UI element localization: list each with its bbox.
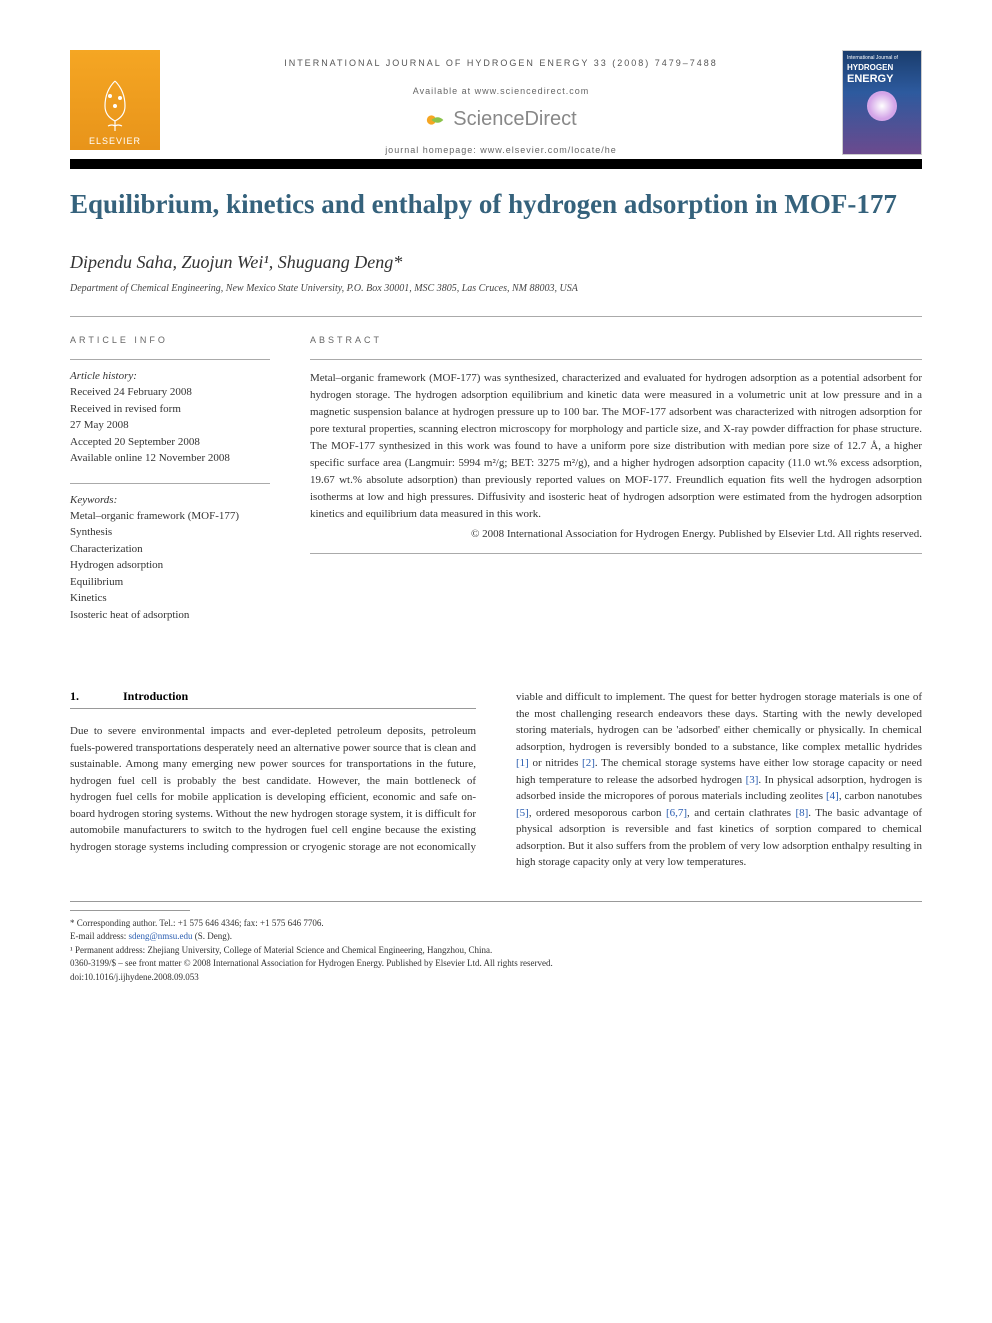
keyword: Hydrogen adsorption	[70, 557, 270, 574]
revised-line2: 27 May 2008	[70, 417, 270, 434]
keyword: Kinetics	[70, 590, 270, 607]
body-text-columns: 1. Introduction Due to severe environmen…	[70, 689, 922, 871]
received-date: Received 24 February 2008	[70, 384, 270, 401]
article-info-label: ARTICLE INFO	[70, 335, 270, 345]
divider	[70, 359, 270, 360]
email-line: E-mail address: sdeng@nmsu.edu (S. Deng)…	[70, 930, 922, 944]
permanent-address: ¹ Permanent address: Zhejiang University…	[70, 944, 922, 958]
authors: Dipendu Saha, Zuojun Wei¹, Shuguang Deng…	[70, 252, 922, 273]
issn-line: 0360-3199/$ – see front matter © 2008 In…	[70, 957, 922, 971]
keyword: Characterization	[70, 541, 270, 558]
history-label: Article history:	[70, 370, 270, 382]
keyword: Isosteric heat of adsorption	[70, 607, 270, 624]
keyword: Equilibrium	[70, 574, 270, 591]
cover-line2: HYDROGEN	[847, 63, 893, 72]
section-title: Introduction	[123, 689, 188, 703]
email-link[interactable]: sdeng@nmsu.edu	[128, 931, 192, 941]
header-bar: ELSEVIER INTERNATIONAL JOURNAL OF HYDROG…	[70, 50, 922, 155]
divider	[310, 553, 922, 554]
reference-link[interactable]: [8]	[795, 807, 808, 819]
journal-cover-thumbnail: International Journal of HYDROGEN ENERGY	[842, 50, 922, 155]
body-text-span: , and certain clathrates	[687, 807, 795, 819]
introduction-heading: 1. Introduction	[70, 689, 476, 709]
divider	[70, 483, 270, 484]
body-text-span: or nitrides	[529, 757, 582, 769]
cover-line3: ENERGY	[847, 73, 893, 85]
reference-link[interactable]: [6,7]	[666, 807, 687, 819]
reference-link[interactable]: [2]	[582, 757, 595, 769]
sciencedirect-icon	[425, 109, 447, 131]
reference-link[interactable]: [4]	[826, 790, 839, 802]
abstract-column: ABSTRACT Metal–organic framework (MOF-17…	[310, 335, 922, 639]
title-bar	[70, 159, 922, 169]
footer: * Corresponding author. Tel.: +1 575 646…	[70, 901, 922, 985]
abstract-label: ABSTRACT	[310, 335, 922, 345]
corresponding-author: * Corresponding author. Tel.: +1 575 646…	[70, 917, 922, 931]
accepted-date: Accepted 20 September 2008	[70, 434, 270, 451]
footer-divider	[70, 910, 190, 911]
reference-link[interactable]: [5]	[516, 807, 529, 819]
journal-homepage: journal homepage: www.elsevier.com/locat…	[180, 145, 822, 155]
article-title: Equilibrium, kinetics and enthalpy of hy…	[70, 187, 922, 222]
keywords-label: Keywords:	[70, 494, 270, 506]
reference-link[interactable]: [1]	[516, 757, 529, 769]
divider	[310, 359, 922, 360]
email-label: E-mail address:	[70, 931, 128, 941]
keyword: Synthesis	[70, 524, 270, 541]
journal-reference: INTERNATIONAL JOURNAL OF HYDROGEN ENERGY…	[180, 58, 822, 68]
section-number: 1.	[70, 689, 120, 704]
reference-link[interactable]: [3]	[746, 774, 759, 786]
elsevier-label: ELSEVIER	[89, 136, 141, 146]
sciencedirect-text: ScienceDirect	[453, 108, 576, 131]
divider	[70, 316, 922, 317]
sciencedirect-logo: ScienceDirect	[425, 108, 576, 131]
cover-line1: International Journal of	[847, 55, 898, 61]
revised-line1: Received in revised form	[70, 401, 270, 418]
email-suffix: (S. Deng).	[193, 931, 233, 941]
doi-line: doi:10.1016/j.ijhydene.2008.09.053	[70, 971, 922, 985]
article-info-column: ARTICLE INFO Article history: Received 2…	[70, 335, 270, 639]
online-date: Available online 12 November 2008	[70, 450, 270, 467]
available-at: Available at www.sciencedirect.com	[180, 86, 822, 96]
body-text-span: , ordered mesoporous carbon	[529, 807, 666, 819]
keyword: Metal–organic framework (MOF-177)	[70, 508, 270, 525]
affiliation: Department of Chemical Engineering, New …	[70, 283, 922, 294]
intro-paragraph: Due to severe environmental impacts and …	[70, 689, 922, 871]
elsevier-tree-icon	[90, 76, 140, 136]
copyright-text: © 2008 International Association for Hyd…	[310, 526, 922, 543]
body-text-span: , carbon nanotubes	[839, 790, 922, 802]
elsevier-logo: ELSEVIER	[70, 50, 160, 150]
abstract-text: Metal–organic framework (MOF-177) was sy…	[310, 370, 922, 523]
